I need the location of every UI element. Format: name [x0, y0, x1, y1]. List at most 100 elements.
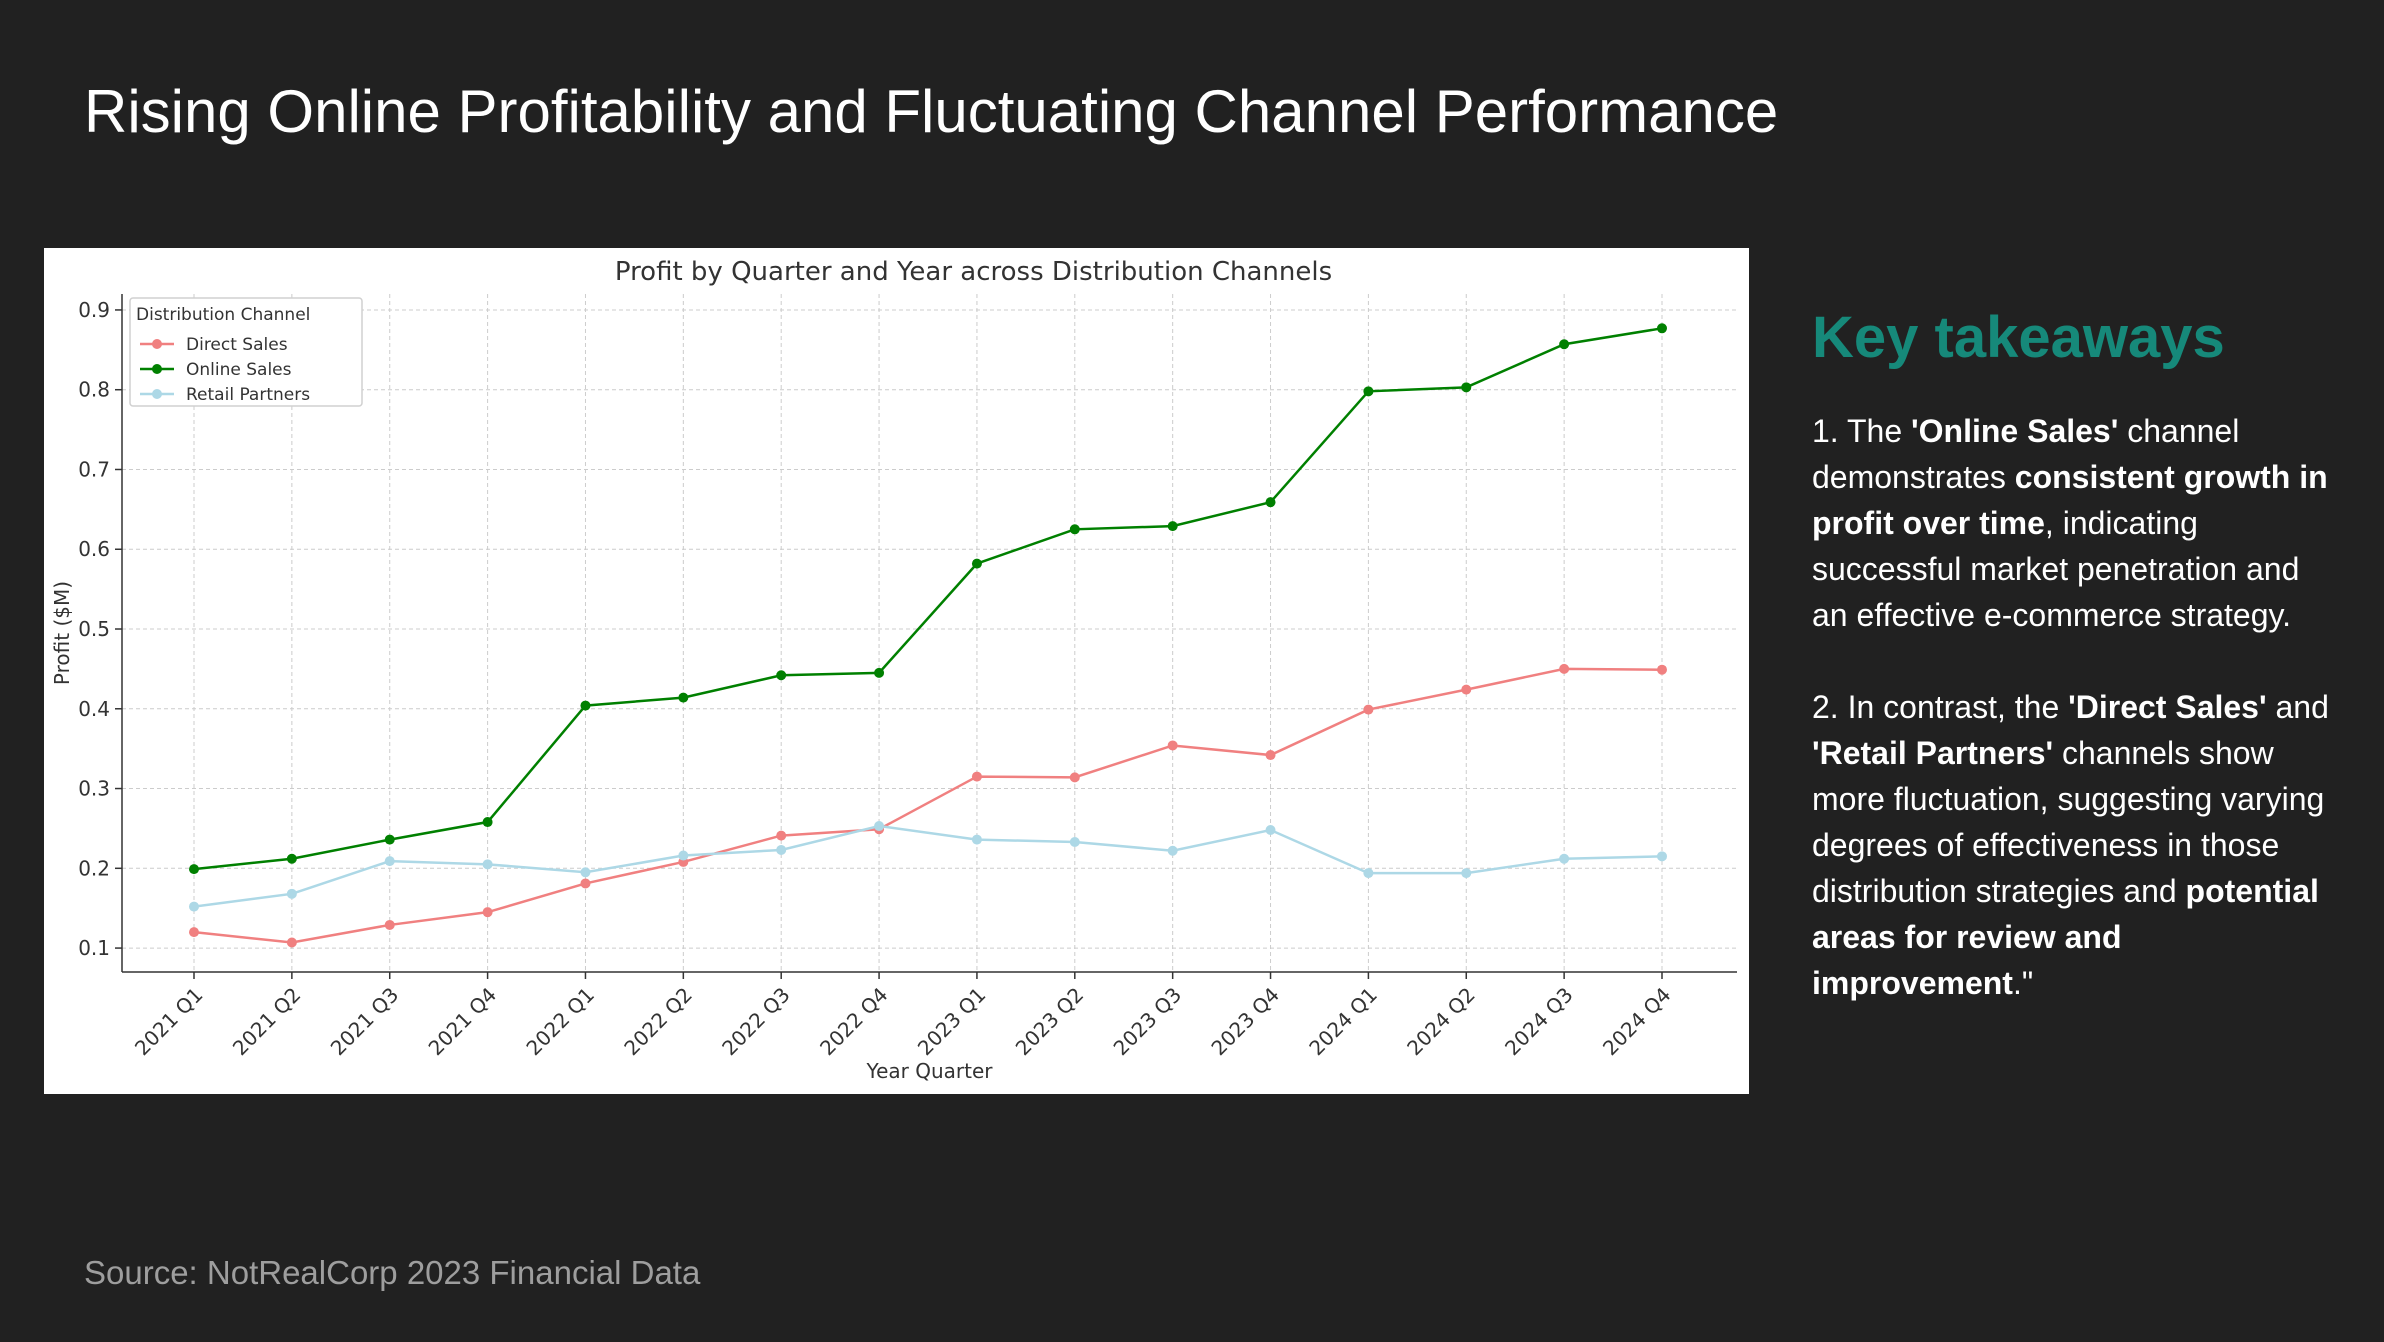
data-point [189, 864, 199, 875]
data-point [286, 853, 297, 864]
data-point [776, 830, 787, 841]
legend-label: Retail Partners [186, 385, 310, 405]
takeaway-text: , indicating successful market penetrati… [1812, 504, 2300, 633]
takeaway-emphasis: 'Direct Sales' [2068, 688, 2267, 725]
data-point [1265, 750, 1276, 761]
data-point [971, 834, 982, 845]
x-tick-label: 2023 Q4 [1206, 983, 1284, 1061]
x-tick-label: 2022 Q3 [717, 983, 795, 1061]
data-point [1069, 836, 1080, 847]
takeaway-text: and [2266, 688, 2329, 725]
takeaway-emphasis: 'Online Sales' [1911, 412, 2119, 449]
data-point [580, 867, 591, 878]
takeaway-emphasis: consistent growth in profit over time [1812, 458, 2328, 541]
takeaway-item: 2. In contrast, the 'Direct Sales' and '… [1812, 684, 2332, 1006]
legend-label: Online Sales [186, 360, 292, 380]
data-point [286, 888, 297, 899]
y-axis-label: Profit ($M) [50, 581, 74, 685]
x-tick-label: 2024 Q2 [1402, 983, 1480, 1061]
data-point [1559, 339, 1570, 350]
y-tick-label: 0.8 [78, 378, 110, 402]
takeaway-emphasis: potential areas for review and improveme… [1812, 872, 2319, 1001]
x-tick-label: 2022 Q4 [815, 983, 893, 1061]
data-point [1461, 868, 1472, 879]
x-axis-label: Year Quarter [866, 1059, 994, 1083]
data-point [678, 850, 689, 861]
y-tick-label: 0.9 [78, 298, 110, 322]
data-point [1069, 524, 1080, 535]
data-point [874, 667, 885, 678]
data-point [580, 700, 591, 711]
y-tick-label: 0.4 [78, 697, 110, 721]
data-point [1265, 825, 1276, 836]
legend-swatch-marker [152, 389, 162, 399]
data-point [874, 821, 885, 832]
data-point [1657, 664, 1667, 675]
profit-line-chart: 0.1 0.2 0.3 0.4 0.5 0.6 0.7 0.8 0.9 2021 Q1 2021 Q… [50, 257, 1737, 1083]
x-tick-label: 2021 Q3 [326, 983, 404, 1061]
takeaway-emphasis: 'Retail Partners' [1812, 734, 2054, 771]
x-tick-label: 2023 Q3 [1109, 983, 1187, 1061]
takeaway-text: 1. The [1812, 412, 1912, 449]
takeaway-text: channel demonstrates [1812, 412, 2240, 495]
data-point [678, 692, 689, 703]
data-point [1167, 521, 1178, 532]
series-line [193, 824, 1663, 908]
data-point [189, 901, 199, 912]
data-point [1657, 323, 1667, 334]
takeaway-text: 2. In contrast, the [1812, 688, 2069, 725]
data-point [971, 771, 982, 782]
legend-swatch-marker [152, 364, 162, 374]
key-takeaways-panel: Key takeaways 1. The 'Online Sales' chan… [1812, 306, 2332, 1052]
series-line [193, 667, 1663, 944]
data-point [1265, 497, 1276, 508]
legend-box [129, 297, 363, 407]
data-point [384, 856, 395, 867]
takeaway-list: 1. The 'Online Sales' channel demonstrat… [1812, 408, 2332, 1006]
x-tick-label: 2022 Q2 [619, 983, 697, 1061]
x-tick-label: 2023 Q2 [1011, 983, 1089, 1061]
data-point [189, 927, 199, 938]
takeaway-item: 1. The 'Online Sales' channel demonstrat… [1812, 408, 2332, 638]
y-tick-label: 0.6 [78, 537, 110, 561]
legend-title: Distribution Channel [136, 305, 310, 325]
legend-swatch-marker [152, 339, 162, 349]
data-point [482, 907, 493, 918]
source-note: Source: NotRealCorp 2023 Financial Data [84, 1254, 701, 1291]
chart-panel: 0.1 0.2 0.3 0.4 0.5 0.6 0.7 0.8 0.9 2021 Q1 2021 Q… [44, 248, 1749, 1094]
data-point [776, 844, 787, 855]
data-point [1363, 704, 1374, 715]
data-point [1167, 740, 1178, 751]
y-tick-label: 0.2 [78, 856, 110, 880]
data-point [1657, 851, 1667, 862]
chart-title: Profit by Quarter and Year across Distri… [615, 257, 1332, 287]
data-point [1069, 772, 1080, 783]
x-tick-label: 2024 Q3 [1500, 983, 1578, 1061]
takeaway-text: ." [2012, 964, 2034, 1001]
legend-label: Direct Sales [186, 335, 288, 355]
data-point [384, 834, 395, 845]
x-tick-label: 2024 Q1 [1304, 983, 1382, 1061]
data-point [482, 817, 493, 828]
data-point [1363, 868, 1374, 879]
data-point [286, 937, 297, 948]
y-tick-label: 0.3 [78, 777, 110, 801]
y-tick-label: 0.7 [78, 457, 110, 481]
x-tick-label: 2021 Q2 [228, 983, 306, 1061]
data-point [580, 878, 591, 889]
data-point [1461, 684, 1472, 695]
data-point [482, 859, 493, 870]
series-line [193, 327, 1663, 871]
x-tick-label: 2023 Q1 [913, 983, 991, 1061]
data-point [1167, 845, 1178, 856]
x-tick-label: 2021 Q1 [130, 983, 208, 1061]
data-point [776, 670, 787, 681]
takeaway-text: channels show more fluctuation, suggesti… [1812, 734, 2325, 909]
x-tick-label: 2021 Q4 [424, 983, 502, 1061]
key-takeaways-heading: Key takeaways [1812, 305, 2225, 370]
data-point [971, 558, 982, 569]
y-tick-label: 0.1 [78, 936, 110, 960]
data-point [1363, 386, 1374, 397]
data-point [1559, 853, 1570, 864]
data-point [384, 919, 395, 930]
